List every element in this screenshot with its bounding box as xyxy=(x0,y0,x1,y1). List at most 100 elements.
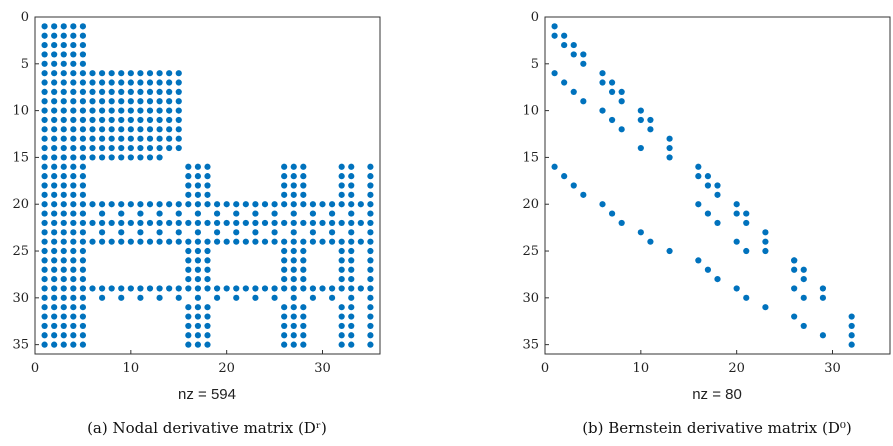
a-nonzero-point xyxy=(166,70,173,77)
a-nonzero-point xyxy=(127,70,134,77)
a-nonzero-point xyxy=(185,332,192,339)
a-nonzero-point xyxy=(98,229,106,236)
a-nonzero-point xyxy=(156,210,163,217)
a-nonzero-point xyxy=(290,285,297,292)
b-nonzero-point xyxy=(608,210,616,217)
a-nonzero-point xyxy=(319,201,326,208)
a-nonzero-point xyxy=(367,266,374,273)
a-nonzero-point xyxy=(166,88,173,95)
a-nonzero-point xyxy=(194,182,202,189)
a-nonzero-point xyxy=(185,201,192,208)
a-nonzero-point xyxy=(137,219,144,227)
a-nonzero-point xyxy=(79,23,87,30)
a-nonzero-point xyxy=(41,173,48,180)
b-nonzero-point xyxy=(666,144,673,152)
b-nonzero-point xyxy=(695,173,702,180)
a-nonzero-point xyxy=(290,238,297,245)
b-ytick-label: 15 xyxy=(522,150,539,165)
a-nonzero-point xyxy=(137,201,144,208)
a-ytick-label: 25 xyxy=(12,244,29,259)
a-nonzero-point xyxy=(41,266,48,273)
a-nonzero-point xyxy=(156,107,163,114)
a-nonzero-point xyxy=(233,219,240,227)
a-nonzero-point xyxy=(252,229,259,236)
a-nonzero-point xyxy=(70,107,77,114)
a-nonzero-point xyxy=(118,285,125,292)
a-nonzero-point xyxy=(185,173,192,180)
b-nonzero-point xyxy=(618,98,625,105)
a-nonzero-point xyxy=(60,247,67,255)
a-nonzero-point xyxy=(51,219,58,227)
a-nonzero-point xyxy=(338,247,345,255)
a-nonzero-point xyxy=(185,313,192,320)
xlabel-nz-a: nz = 594 xyxy=(178,386,236,403)
a-nonzero-point xyxy=(300,322,307,330)
a-nonzero-point xyxy=(60,229,67,236)
a-nonzero-point xyxy=(137,210,144,217)
a-nonzero-point xyxy=(41,60,48,67)
a-nonzero-point xyxy=(79,126,87,133)
a-nonzero-point xyxy=(60,144,67,152)
a-nonzero-point xyxy=(194,173,202,180)
a-nonzero-point xyxy=(127,285,134,292)
a-nonzero-point xyxy=(70,41,77,49)
a-nonzero-point xyxy=(41,304,48,311)
a-nonzero-point xyxy=(41,116,48,124)
b-nonzero-point xyxy=(743,247,750,255)
a-nonzero-point xyxy=(185,219,192,227)
a-nonzero-point xyxy=(60,285,67,292)
a-nonzero-point xyxy=(118,79,125,86)
a-nonzero-point xyxy=(204,247,211,255)
a-nonzero-point xyxy=(79,135,87,142)
xlabel-nz-b: nz = 80 xyxy=(692,386,742,403)
a-nonzero-point xyxy=(70,276,77,283)
a-nonzero-point xyxy=(252,294,259,301)
a-nonzero-point xyxy=(146,144,154,152)
a-nonzero-point xyxy=(60,210,67,217)
a-nonzero-point xyxy=(79,341,87,348)
a-nonzero-point xyxy=(70,322,77,330)
a-nonzero-point xyxy=(51,60,58,67)
a-nonzero-point xyxy=(118,201,125,208)
a-nonzero-point xyxy=(118,135,125,142)
a-nonzero-point xyxy=(367,257,374,264)
a-nonzero-point xyxy=(175,210,182,217)
a-nonzero-point xyxy=(60,163,67,170)
a-nonzero-point xyxy=(108,98,115,105)
a-nonzero-point xyxy=(98,210,106,217)
a-nonzero-point xyxy=(137,238,144,245)
a-nonzero-point xyxy=(300,238,307,245)
a-nonzero-point xyxy=(70,219,77,227)
a-nonzero-point xyxy=(300,266,307,273)
a-nonzero-point xyxy=(60,332,67,339)
a-nonzero-point xyxy=(338,266,345,273)
a-nonzero-point xyxy=(338,238,345,245)
b-nonzero-point xyxy=(608,88,616,95)
a-nonzero-point xyxy=(338,285,345,292)
a-nonzero-point xyxy=(41,154,48,161)
b-nonzero-point xyxy=(791,257,798,264)
a-nonzero-point xyxy=(60,60,67,67)
a-nonzero-point xyxy=(367,163,374,170)
a-ytick-label: 30 xyxy=(12,291,29,306)
a-nonzero-point xyxy=(41,107,48,114)
a-nonzero-point xyxy=(70,257,77,264)
a-nonzero-point xyxy=(60,23,67,30)
b-nonzero-point xyxy=(608,116,616,124)
a-nonzero-point xyxy=(51,126,58,133)
b-nonzero-point xyxy=(666,135,673,142)
a-nonzero-point xyxy=(146,98,154,105)
a-nonzero-point xyxy=(185,341,192,348)
a-nonzero-point xyxy=(51,238,58,245)
b-nonzero-point xyxy=(819,285,827,292)
a-nonzero-point xyxy=(70,98,77,105)
a-nonzero-point xyxy=(309,201,317,208)
b-nonzero-point xyxy=(714,191,721,198)
a-nonzero-point xyxy=(271,238,278,245)
b-nonzero-point xyxy=(762,247,769,255)
a-nonzero-point xyxy=(300,182,307,189)
a-nonzero-point xyxy=(118,219,125,227)
b-ytick-label: 10 xyxy=(522,104,539,119)
a-nonzero-point xyxy=(51,88,58,95)
b-nonzero-point xyxy=(714,276,721,283)
